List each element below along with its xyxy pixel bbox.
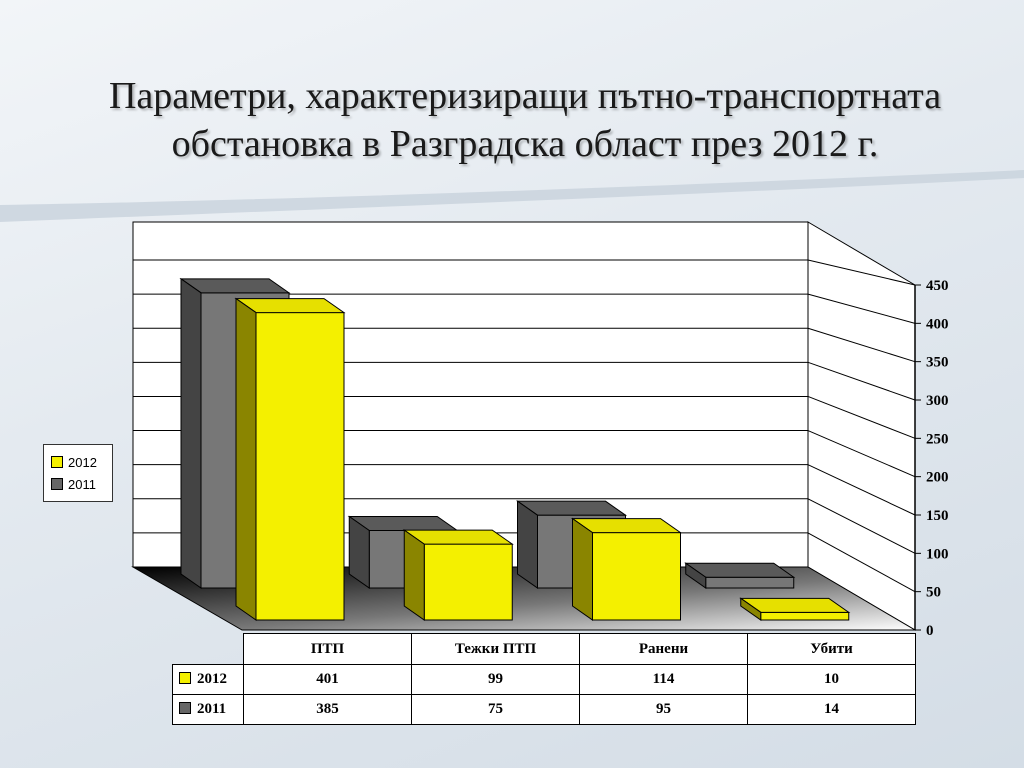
legend-label: 2011: [68, 476, 96, 492]
background-swoosh: [0, 170, 1024, 222]
y-axis-tick-label: 400: [926, 316, 949, 332]
gridline: [807, 430, 916, 478]
chart-legend: 2012 2011: [43, 444, 113, 502]
table-header-cell: ПТП: [243, 633, 412, 665]
y-axis-tick-label: 200: [926, 470, 949, 486]
bar-2011-3: [705, 576, 795, 589]
gridline: [807, 532, 916, 593]
bar-side-2012-3: [740, 597, 762, 621]
table-cell: 114: [579, 664, 748, 695]
series-label: 2011: [197, 701, 227, 717]
legend-swatch-gray: [51, 478, 63, 490]
table-cell: 95: [579, 694, 748, 725]
table-header-cell: Убити: [747, 633, 916, 665]
table-cell: 10: [747, 664, 916, 695]
table-cell: 75: [411, 694, 580, 725]
table-header-cell: Ранени: [579, 633, 748, 665]
title-line-1: Параметри, характеризиращи пътно-транспо…: [108, 75, 942, 117]
title-line-2: обстановка в Разградска област през 2012…: [171, 123, 879, 165]
legend-item-2012: 2012: [51, 451, 112, 473]
bar-2012-0: [255, 312, 345, 621]
table-cell: 99: [411, 664, 580, 695]
data-table: ПТП Тежки ПТП Ранени Убити 2012 401 99 1…: [172, 633, 916, 725]
table-row: 2011 385 75 95 14: [172, 694, 916, 725]
legend-swatch-yellow: [179, 672, 191, 684]
table-row-header: 2012: [172, 664, 244, 695]
gridline: [807, 395, 916, 439]
gridline: [807, 464, 916, 516]
y-axis-tick-label: 350: [926, 355, 949, 371]
gridline: [807, 259, 916, 286]
bar-side-2011-0: [180, 277, 202, 589]
y-axis-tick-label: 0: [926, 623, 934, 639]
y-axis-tick-label: 50: [926, 585, 941, 601]
bar-side-2011-3: [685, 562, 707, 589]
bar-side-2012-2: [572, 517, 593, 621]
y-axis-tick-label: 150: [926, 508, 949, 524]
bar-side-2011-1: [348, 515, 370, 589]
bar-2012-1: [423, 543, 513, 621]
gridline: [807, 327, 916, 363]
chart-side-wall: [807, 221, 916, 631]
y-axis-tick-label: 250: [926, 431, 949, 447]
table-row-header: 2011: [172, 694, 244, 725]
table-header-row: ПТП Тежки ПТП Ранени Убити: [173, 633, 916, 665]
gridline: [807, 293, 916, 324]
table-header-cell: Тежки ПТП: [411, 633, 580, 665]
bar-side-2012-1: [403, 529, 425, 621]
table-cell: 401: [243, 664, 412, 695]
legend-swatch-gray: [179, 702, 191, 714]
page-title: Параметри, характеризиращи пътно-транспо…: [60, 72, 990, 168]
table-cell: 385: [243, 694, 412, 725]
y-axis-tick-label: 450: [926, 278, 949, 294]
y-axis-tick-label: 300: [926, 393, 949, 409]
bar-side-2011-2: [517, 500, 538, 589]
gridline: [807, 498, 916, 554]
legend-label: 2012: [68, 454, 97, 470]
bar-2012-3: [760, 611, 850, 621]
table-cell: 14: [747, 694, 916, 725]
series-label: 2012: [197, 671, 227, 687]
gridline: [807, 361, 916, 401]
legend-item-2011: 2011: [51, 473, 112, 495]
y-axis-tick-label: 100: [926, 546, 949, 562]
bar-side-2012-0: [235, 297, 257, 621]
table-row: 2012 401 99 114 10: [172, 664, 916, 695]
legend-swatch-yellow: [51, 456, 63, 468]
bar-2012-2: [592, 532, 681, 621]
